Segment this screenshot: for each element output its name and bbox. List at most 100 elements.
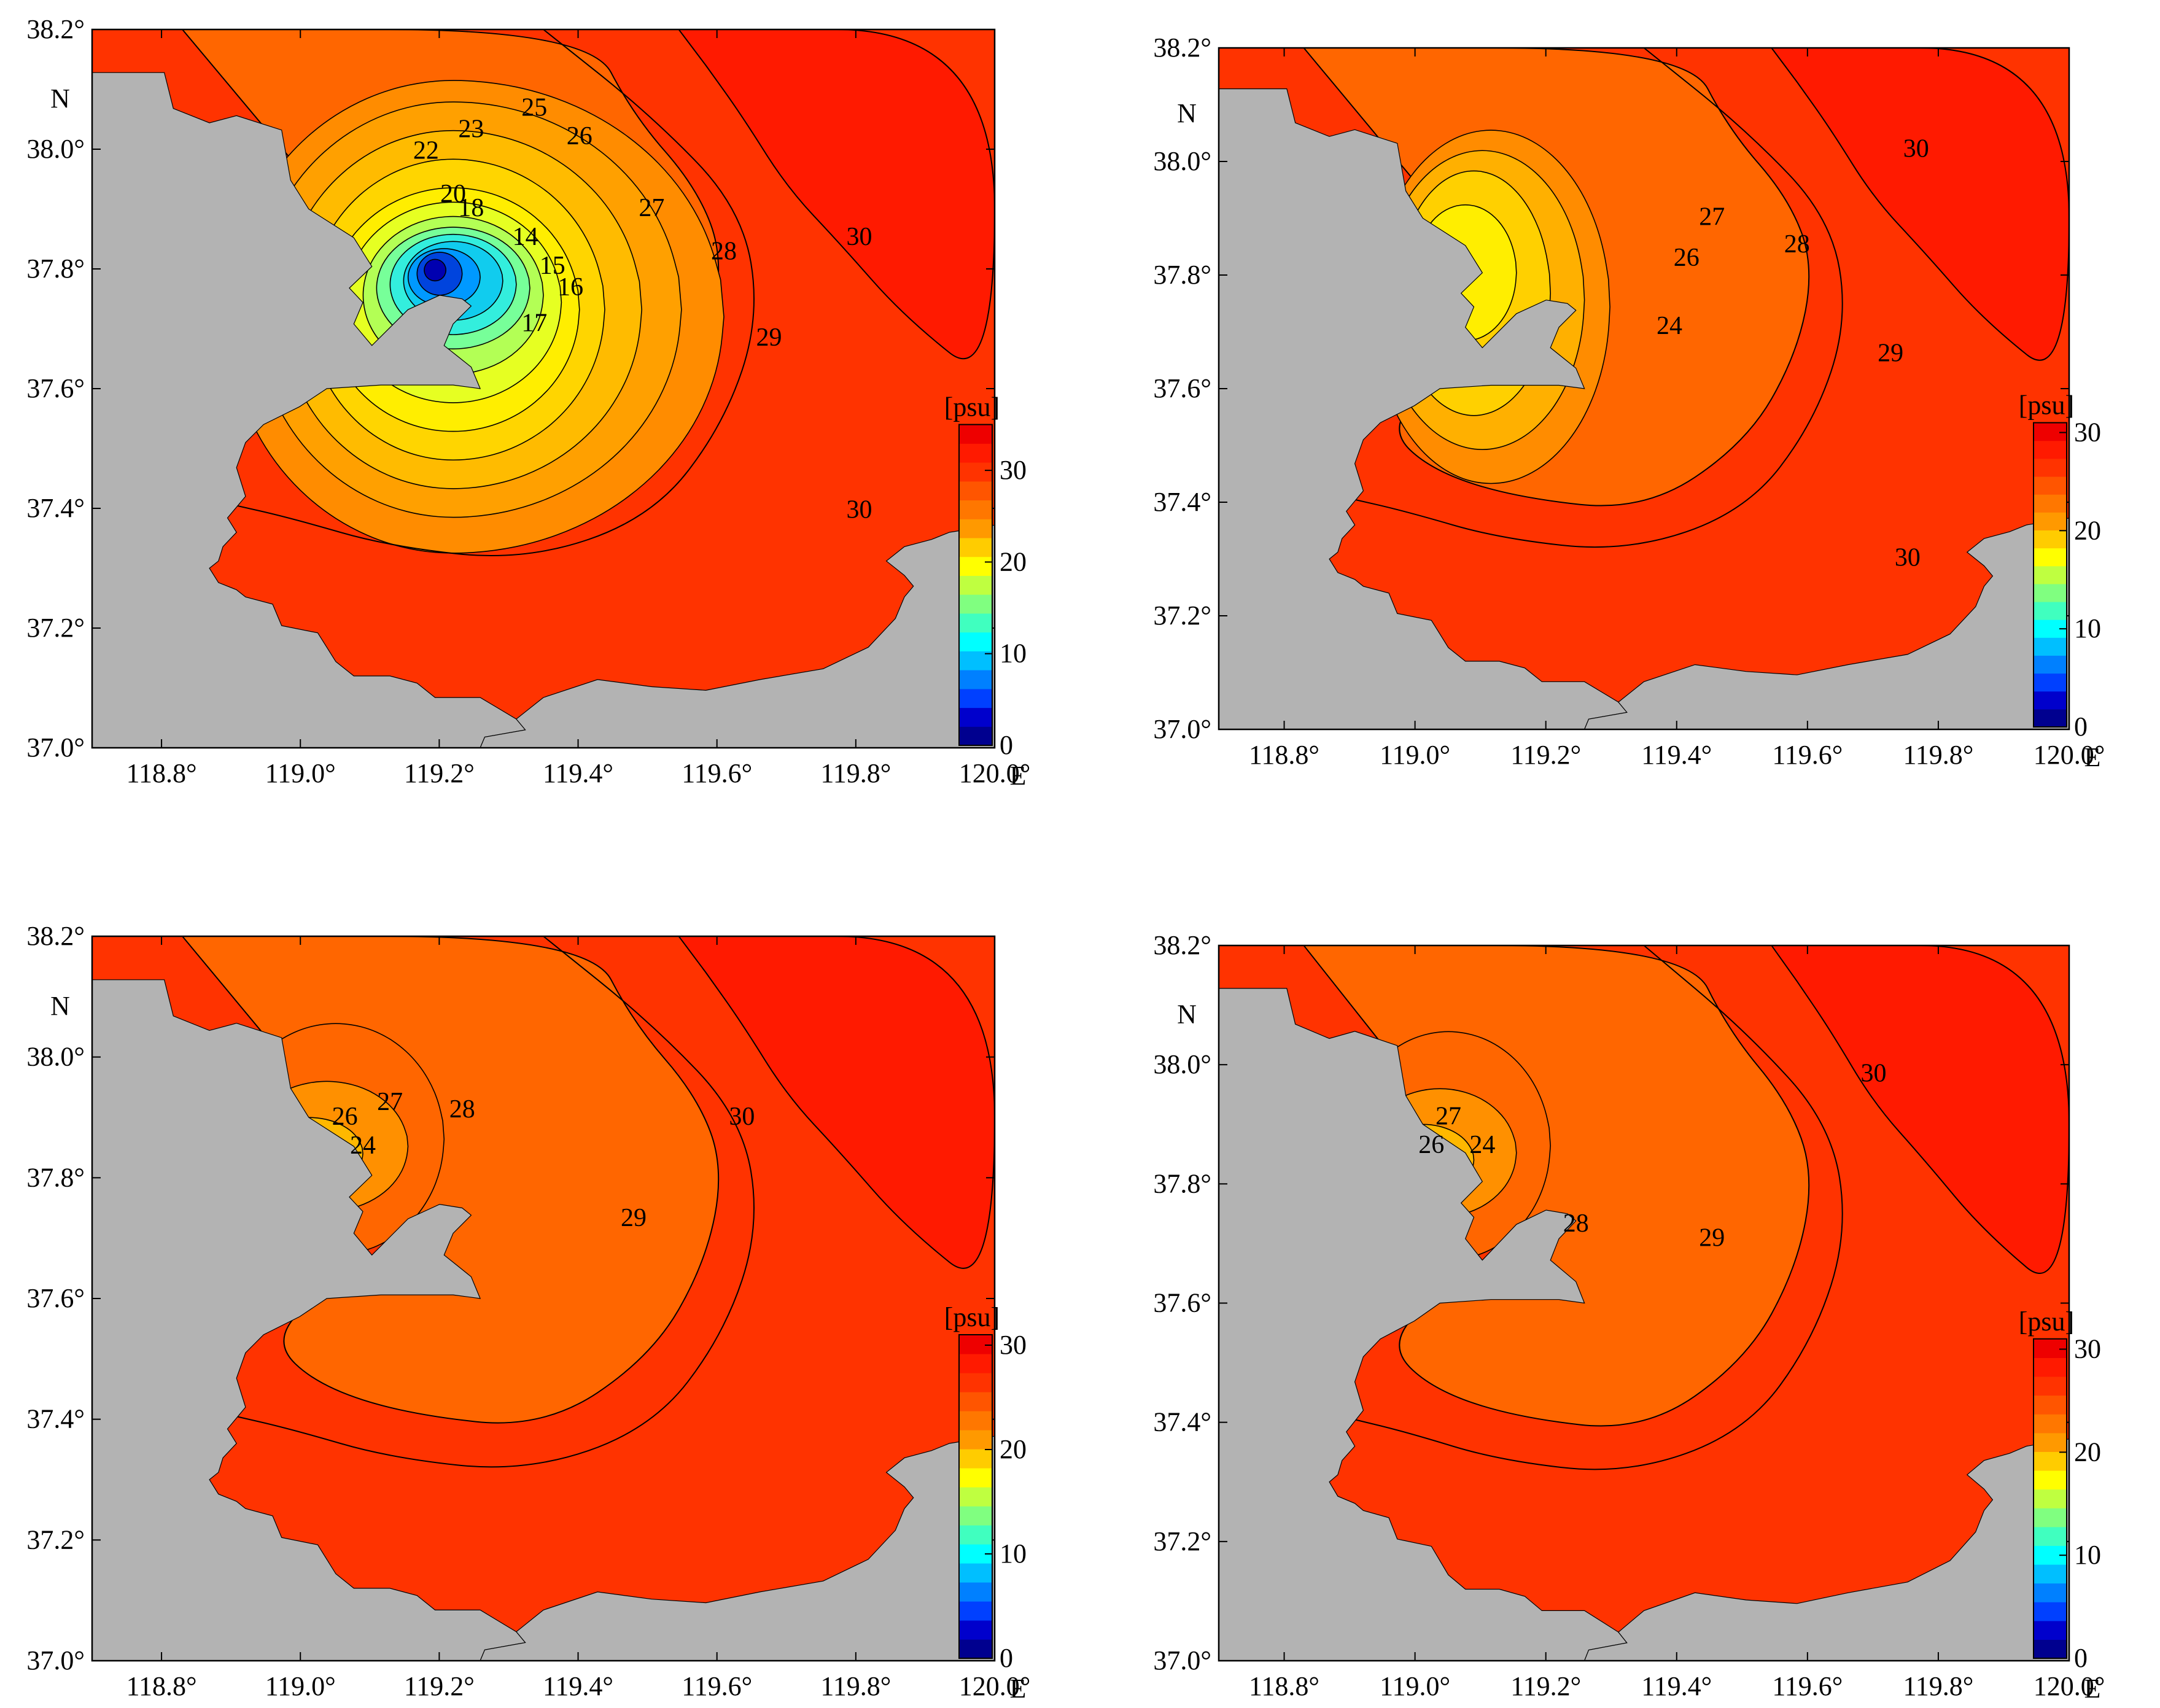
colorbar-swatch [959,1487,992,1507]
lon-tick-label: 119.8° [1903,1671,1973,1701]
colorbar-tick-label: 20 [1000,546,1027,576]
lat-tick-label: 37.8° [26,1162,85,1192]
colorbar-swatch [959,575,992,595]
contour-label: 26 [332,1103,358,1131]
colorbar-swatch [2034,1395,2067,1415]
lon-tick-label: 119.4° [543,758,613,788]
lat-tick-label: 37.8° [1153,1168,1211,1198]
colorbar-swatch [2034,1526,2067,1546]
colorbar: [psu] 0 10 20 30 [944,1302,1027,1673]
lon-tick-label: 119.2° [404,758,475,788]
colorbar-swatch [959,424,992,444]
lon-tick-label: 120.0° [2034,1671,2105,1701]
colorbar-swatch [2034,655,2067,674]
colorbar-swatch [959,1354,992,1373]
colorbar-tick-label: 30 [2074,1334,2101,1364]
colorbar-swatch [2034,1489,2067,1508]
colorbar-swatch [2034,565,2067,584]
colorbar-swatch [959,1525,992,1545]
land-east [1583,518,2069,729]
colorbar-unit: [psu] [944,392,1000,422]
colorbar-frame [958,1334,993,1659]
lon-tick-label: 119.2° [1510,1671,1581,1701]
lon-tick-label: 119.2° [1510,740,1581,770]
colorbar-swatch [959,594,992,614]
colorbar-tick-label: 0 [2074,712,2088,742]
colorbar-swatch [2034,673,2067,692]
colorbar-swatch [2034,1602,2067,1621]
lat-tick-label: 37.0° [26,732,85,763]
lat-tick-label: 37.4° [1153,1407,1211,1437]
lon-tick-label: 119.0° [265,1671,336,1701]
lon-tick-label: 119.8° [820,1671,891,1701]
colorbar-swatch [2034,708,2067,728]
north-label: N [50,83,70,114]
contour-label: 27 [1699,203,1725,231]
contour-label: 29 [1699,1224,1725,1252]
colorbar-swatch [959,1582,992,1602]
lon-tick-label: 119.0° [1380,740,1450,770]
colorbar-swatch [959,1411,992,1430]
contour-label: 26 [1418,1131,1444,1159]
lat-tick-label: 38.0° [26,1042,85,1072]
colorbar-swatch [959,519,992,538]
lat-tick-label: 37.8° [26,254,85,284]
colorbar: [psu] 0 10 20 30 [2019,1306,2101,1673]
colorbar-tick-label: 10 [2074,613,2101,643]
colorbar-swatch [959,1601,992,1621]
east-label: E [2084,1674,2101,1704]
lat-tick-label: 37.4° [1153,487,1211,517]
colorbar-swatch [959,632,992,651]
lon-tick-label: 118.8° [126,1671,197,1701]
colorbar-tick-label: 10 [1000,1539,1027,1569]
colorbar-tick-label: 20 [2074,1437,2101,1467]
lon-tick-label: 119.4° [543,1671,613,1701]
lat-tick-label: 38.2° [26,14,85,44]
east-label: E [1010,1674,1027,1704]
lon-tick-label: 120.0° [2034,740,2105,770]
colorbar-swatch [959,688,992,708]
colorbar-frame [2033,1338,2067,1659]
lat-tick-label: 37.4° [26,493,85,523]
lat-tick-label: 37.2° [1153,1526,1211,1556]
colorbar-tick-label: 30 [2074,417,2101,447]
colorbar-frame [958,424,993,746]
north-label: N [1177,98,1197,128]
lat-tick-label: 38.2° [26,921,85,951]
contour-label: 24 [1657,312,1682,340]
lon-tick-label: 119.6° [1772,1671,1843,1701]
colorbar-swatch [959,1620,992,1640]
contour-label: 17 [521,309,547,337]
colorbar-swatch [959,1639,992,1659]
colorbar-swatch [2034,601,2067,620]
contour-label: 29 [756,324,782,352]
colorbar-tick-label: 0 [1000,1643,1013,1673]
colorbar-swatch [2034,1620,2067,1640]
colorbar-swatch [2034,512,2067,530]
lon-tick-label: 119.0° [1380,1671,1450,1701]
contour-label: 30 [1903,135,1929,163]
map-panel-3: 26 27 28 24 30 29 37.0° 37.2° 37.4° 37.6° 37.8° 38.… [26,921,1030,1704]
lon-tick-label: 120.0° [959,758,1031,788]
colorbar-swatch [959,1506,992,1526]
east-label: E [1010,761,1027,791]
contour-label: 26 [567,122,592,150]
contour-label: 16 [557,273,583,301]
contour-line-29 [227,29,755,557]
colorbar: [psu] 0 10 20 30 [2019,390,2101,742]
colorbar-swatch [959,537,992,557]
lat-tick-label: 37.2° [26,1524,85,1555]
salinity-contour-region [424,258,447,282]
contour-line-29 [227,936,755,1468]
colorbar-swatch [2034,1376,2067,1396]
land-west [1219,88,1628,729]
colorbar-swatch [959,1563,992,1583]
colorbar-tick-label: 10 [2074,1540,2101,1570]
lon-tick-label: 119.4° [1641,1671,1712,1701]
land-east [1583,1438,2069,1661]
colorbar-tick-label: 20 [1000,1434,1027,1464]
colorbar-swatch [959,1373,992,1392]
colorbar-swatch [959,481,992,501]
colorbar-swatch [959,670,992,689]
